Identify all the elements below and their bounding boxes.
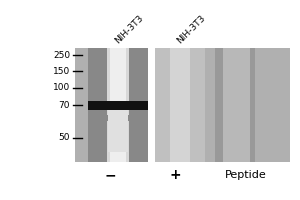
Text: +: +: [169, 168, 181, 182]
Text: Peptide: Peptide: [225, 170, 267, 180]
Text: NIH-3T3: NIH-3T3: [113, 13, 145, 45]
Text: −: −: [104, 168, 116, 182]
Text: 50: 50: [58, 134, 70, 142]
Text: 150: 150: [53, 66, 70, 75]
Text: 100: 100: [53, 84, 70, 92]
Text: 70: 70: [58, 100, 70, 110]
Text: 250: 250: [53, 50, 70, 60]
Text: NIH-3T3: NIH-3T3: [175, 13, 207, 45]
